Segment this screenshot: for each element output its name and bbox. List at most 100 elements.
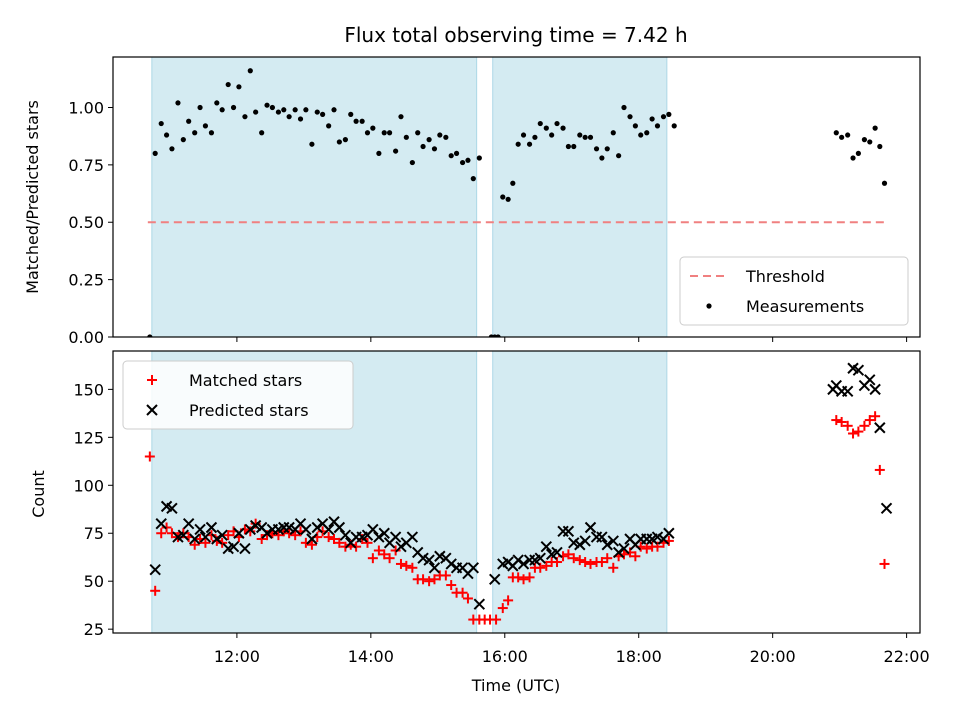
matched-stars-point: [161, 522, 172, 533]
measurements-point: [403, 134, 409, 140]
predicted-stars-point-b: [333, 521, 346, 534]
counts-y-tick-label: 50: [84, 572, 104, 591]
predicted-stars-point-b: [663, 527, 675, 539]
predicted-stars-point-b: [612, 546, 625, 559]
predicted-stars-point-b: [294, 517, 307, 530]
count-y-axis-label: Count: [29, 470, 48, 518]
matched-stars-point: [836, 416, 847, 427]
predicted-stars-point: [311, 521, 323, 534]
predicted-stars-point: [166, 502, 178, 515]
matched-stars-point: [874, 464, 885, 475]
matched-stars-point: [440, 570, 451, 581]
measurements-point: [443, 134, 449, 140]
predicted-stars-point: [333, 521, 346, 534]
measurements-point: [175, 100, 181, 106]
measurements-point: [453, 150, 460, 156]
measurements-point: [554, 120, 560, 127]
matched-stars-point: [842, 420, 853, 431]
measurements-point: [393, 148, 399, 154]
predicted-stars-point-b: [540, 540, 553, 553]
predicted-stars-point: [467, 562, 480, 574]
measurements-point: [420, 143, 426, 150]
measurements-point: [671, 123, 677, 129]
measurements-point: [320, 111, 326, 117]
legend-predicted-stars-swatch: [146, 404, 158, 416]
matched-stars-point: [200, 537, 211, 548]
measurements-point: [431, 146, 438, 152]
measurements-point: [331, 107, 337, 113]
predicted-stars-point-b: [149, 563, 161, 576]
matched-stars-point: [340, 541, 351, 552]
legend-matched-stars-swatch: [147, 375, 157, 385]
measurements-point: [336, 139, 342, 145]
measurements-point: [158, 120, 164, 127]
measurements-point: [409, 159, 415, 166]
matched-stars-point: [518, 574, 529, 585]
predicted-stars-point: [601, 539, 613, 551]
measurements-point: [297, 116, 304, 122]
measurements-point: [281, 107, 287, 113]
matched-stars-point: [306, 539, 317, 550]
predicted-stars-point: [227, 540, 240, 553]
predicted-stars-point-b: [188, 533, 201, 545]
measurements-point: [660, 114, 667, 120]
predicted-stars-point-b: [423, 554, 435, 566]
matched-stars-point: [524, 572, 535, 583]
matched-stars-point: [351, 541, 362, 552]
predicted-stars-point-b: [239, 542, 251, 555]
measurements-point: [214, 100, 220, 106]
predicted-stars-point: [445, 558, 457, 570]
measurements-point: [632, 123, 638, 129]
measurements-point: [543, 125, 549, 131]
predicted-stars-point-b: [428, 562, 441, 574]
matched-stars-point: [329, 534, 340, 544]
measurements-point: [500, 194, 506, 200]
predicted-stars-point-b: [255, 521, 268, 534]
predicted-stars-point: [205, 521, 218, 534]
predicted-stars-point-b: [467, 562, 480, 574]
matched-stars-point: [150, 585, 161, 596]
predicted-stars-point: [584, 521, 597, 534]
measurements-point: [303, 107, 309, 113]
x-tick-label: 12:00: [214, 647, 260, 666]
predicted-stars-point-b: [306, 533, 318, 545]
predicted-stars-point-b: [389, 531, 402, 543]
measurements-point: [881, 180, 888, 186]
predicted-stars-point-b: [233, 527, 245, 539]
measurements-point: [326, 123, 332, 129]
predicted-stars-point-b: [378, 527, 390, 539]
predicted-stars-point-b: [852, 364, 865, 376]
predicted-stars-point-b: [155, 517, 167, 530]
predicted-stars-point: [579, 535, 591, 547]
predicted-stars-point: [473, 598, 486, 610]
predicted-stars-point: [389, 531, 402, 543]
predicted-stars-point: [489, 573, 501, 585]
measurements-point: [370, 125, 376, 131]
predicted-stars-point: [852, 364, 865, 376]
measurements-point: [867, 139, 873, 145]
counts-legend-box: [122, 360, 354, 430]
matched-stars-point: [513, 572, 524, 583]
predicted-stars-point-b: [216, 529, 228, 541]
matched-stars-point: [541, 560, 552, 571]
predicted-stars-point-b: [373, 531, 385, 543]
measurements-point: [163, 132, 170, 138]
predicted-stars-point-b: [199, 531, 212, 543]
predicted-stars-point-b: [227, 540, 240, 553]
measurements-point: [398, 114, 404, 120]
measurements-point: [654, 123, 661, 129]
counts-shaded-interval: [492, 350, 668, 634]
matched-stars-point: [390, 545, 401, 556]
matched-stars-point: [580, 557, 591, 568]
legend-predicted-stars-label: Predicted stars: [189, 401, 309, 420]
measurements-point: [560, 125, 566, 131]
measurements-point: [415, 130, 421, 136]
predicted-stars-point: [517, 558, 530, 570]
measurements-point: [275, 109, 282, 115]
predicted-stars-point: [244, 523, 256, 536]
measurements-point: [359, 118, 365, 124]
legend-threshold-label: Threshold: [745, 267, 825, 286]
measurements-point: [192, 130, 198, 136]
measurements-point: [649, 116, 655, 122]
measurements-point: [532, 134, 538, 140]
